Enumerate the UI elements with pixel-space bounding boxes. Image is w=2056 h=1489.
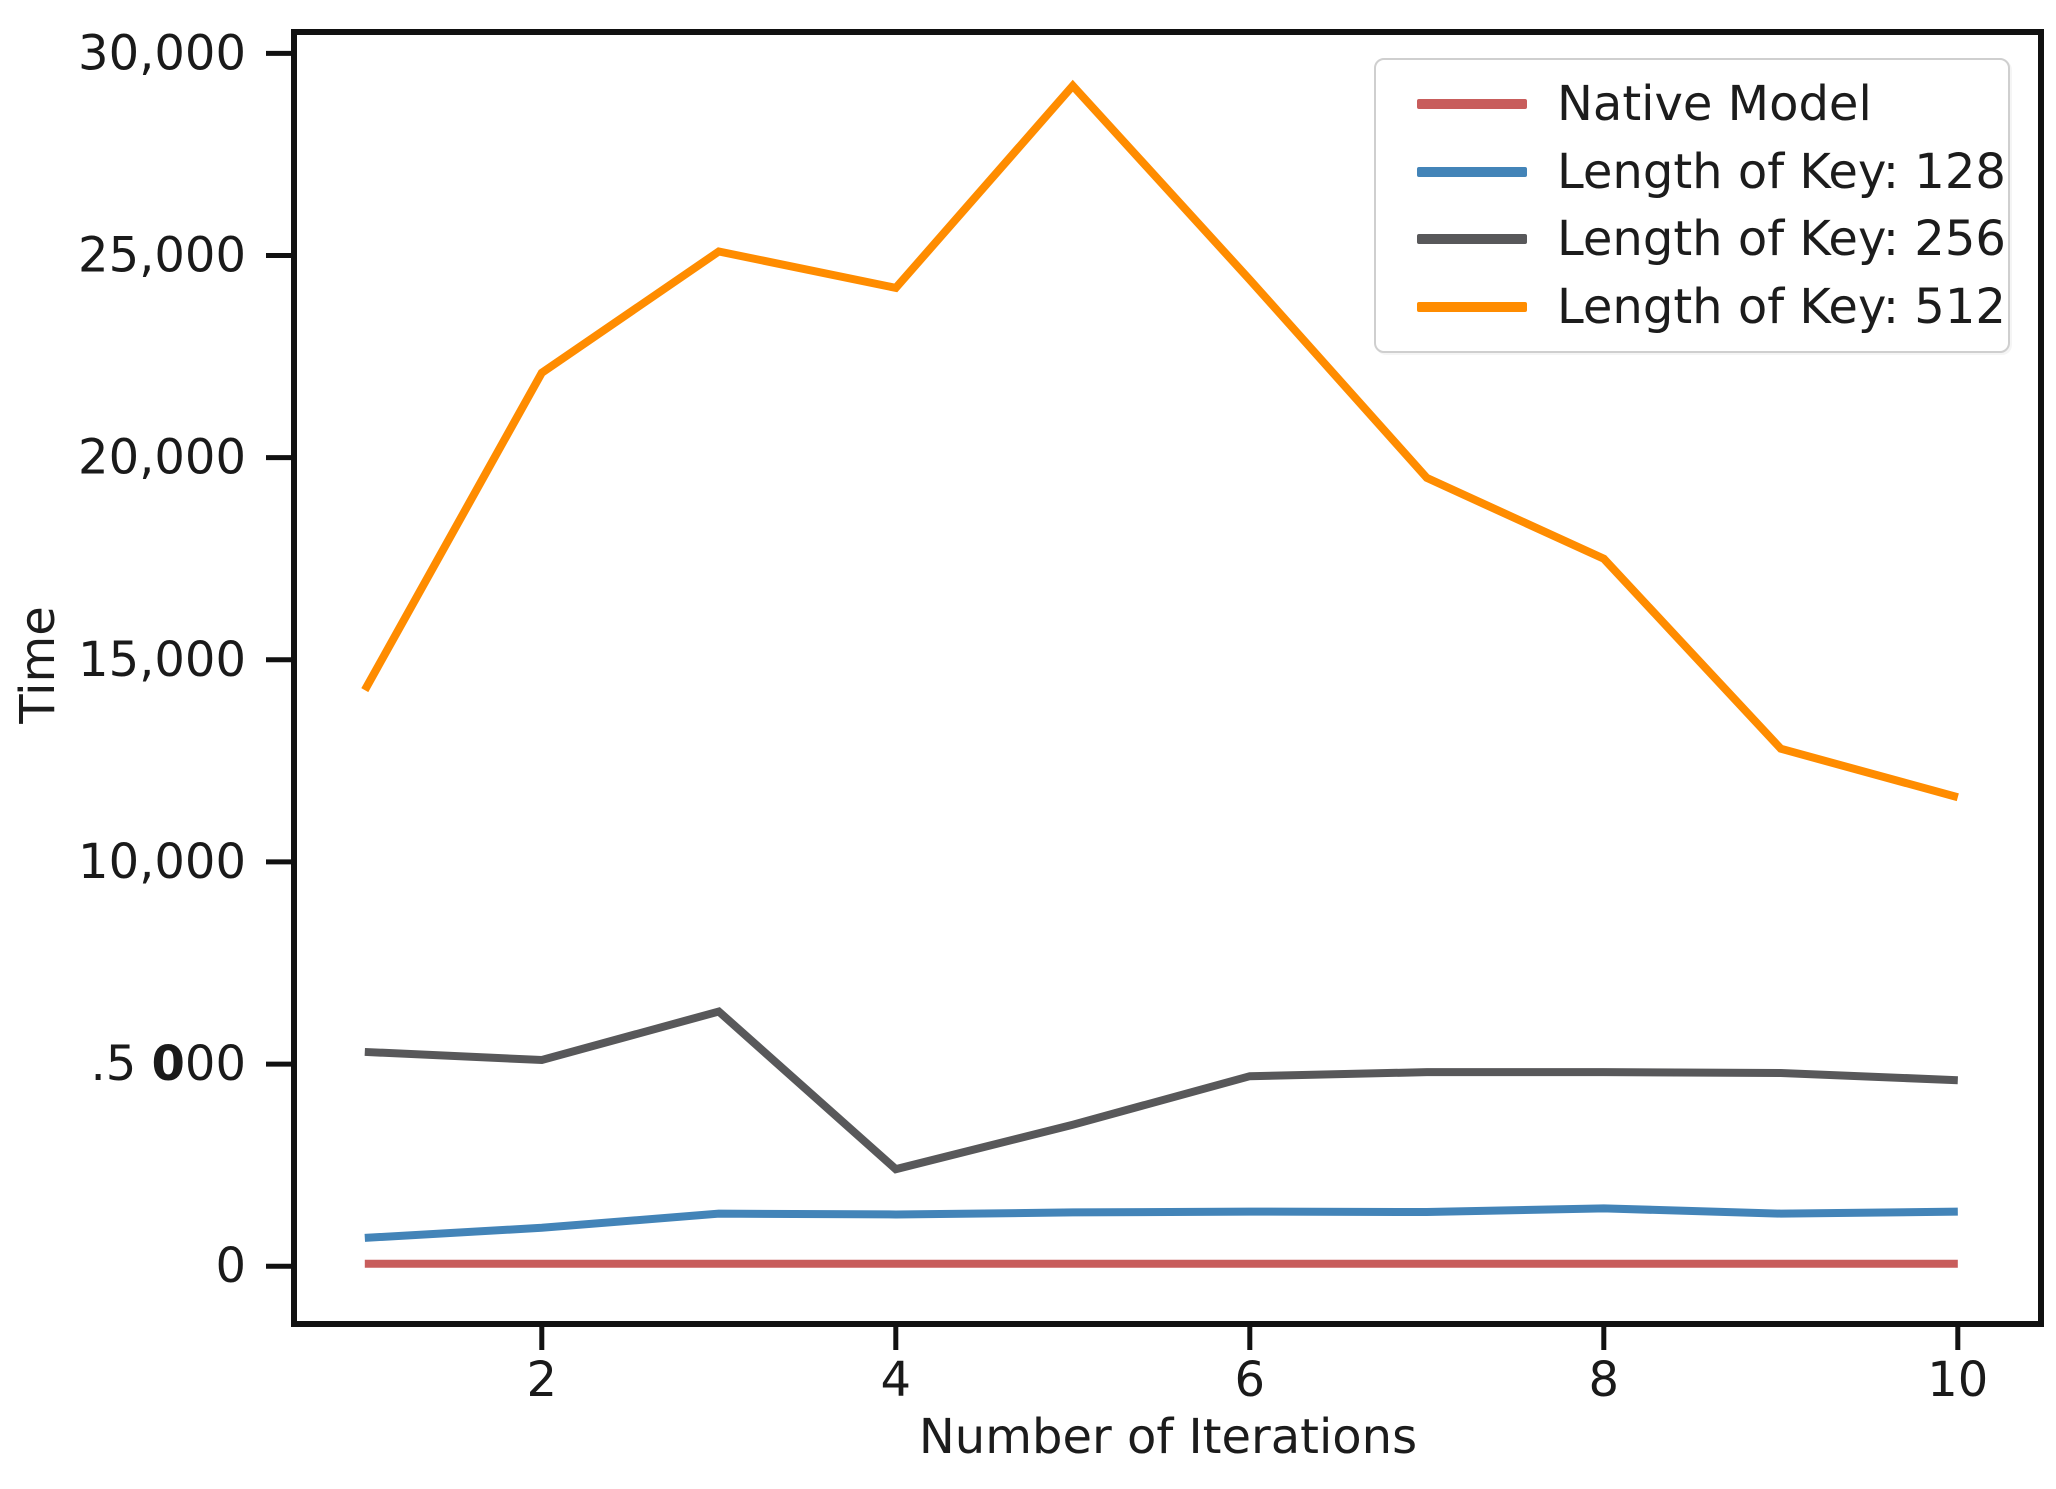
legend-label: Length of Key: 256	[1557, 211, 2006, 268]
legend-line-native-model	[1417, 98, 1527, 109]
y-tick-label: .5 000	[90, 1036, 246, 1092]
legend-line-key-128	[1417, 166, 1527, 177]
legend-item: Length of Key: 128	[1417, 144, 2006, 200]
legend-label: Native Model	[1557, 75, 1872, 132]
legend: Native Model Length of Key: 128 Length o…	[1374, 58, 2010, 353]
x-tick-label: 8	[1589, 1352, 1620, 1408]
legend-label: Length of Key: 128	[1557, 143, 2006, 200]
x-tick-label: 2	[527, 1352, 558, 1408]
x-tick-label: 10	[1927, 1352, 1988, 1408]
x-axis-title: Number of Iterations	[918, 1409, 1418, 1465]
legend-label: Length of Key: 512	[1557, 279, 2006, 336]
y-tick-label: 25,000	[78, 228, 246, 284]
y-tick-label: 30,000	[78, 25, 246, 81]
legend-item: Length of Key: 512	[1417, 279, 2006, 335]
x-tick-label: 6	[1235, 1352, 1266, 1408]
series-line-length-of-key-512	[361, 79, 1959, 802]
x-tick-label: 4	[881, 1352, 912, 1408]
series-line-length-of-key-128	[364, 1204, 1958, 1242]
axis-frame	[291, 29, 2044, 1327]
y-tick-label: 10,000	[78, 834, 246, 890]
y-tick-label: 0	[215, 1238, 246, 1294]
y-axis-title: Time	[10, 606, 66, 724]
legend-line-key-512	[1417, 302, 1527, 313]
legend-line-key-256	[1417, 234, 1527, 245]
legend-item: Native Model	[1417, 76, 1998, 132]
series-line-length-of-key-256	[364, 1007, 1958, 1174]
legend-item: Length of Key: 256	[1417, 211, 2006, 267]
y-tick-label: 20,000	[78, 430, 246, 486]
y-tick-label: 15,000	[78, 632, 246, 688]
